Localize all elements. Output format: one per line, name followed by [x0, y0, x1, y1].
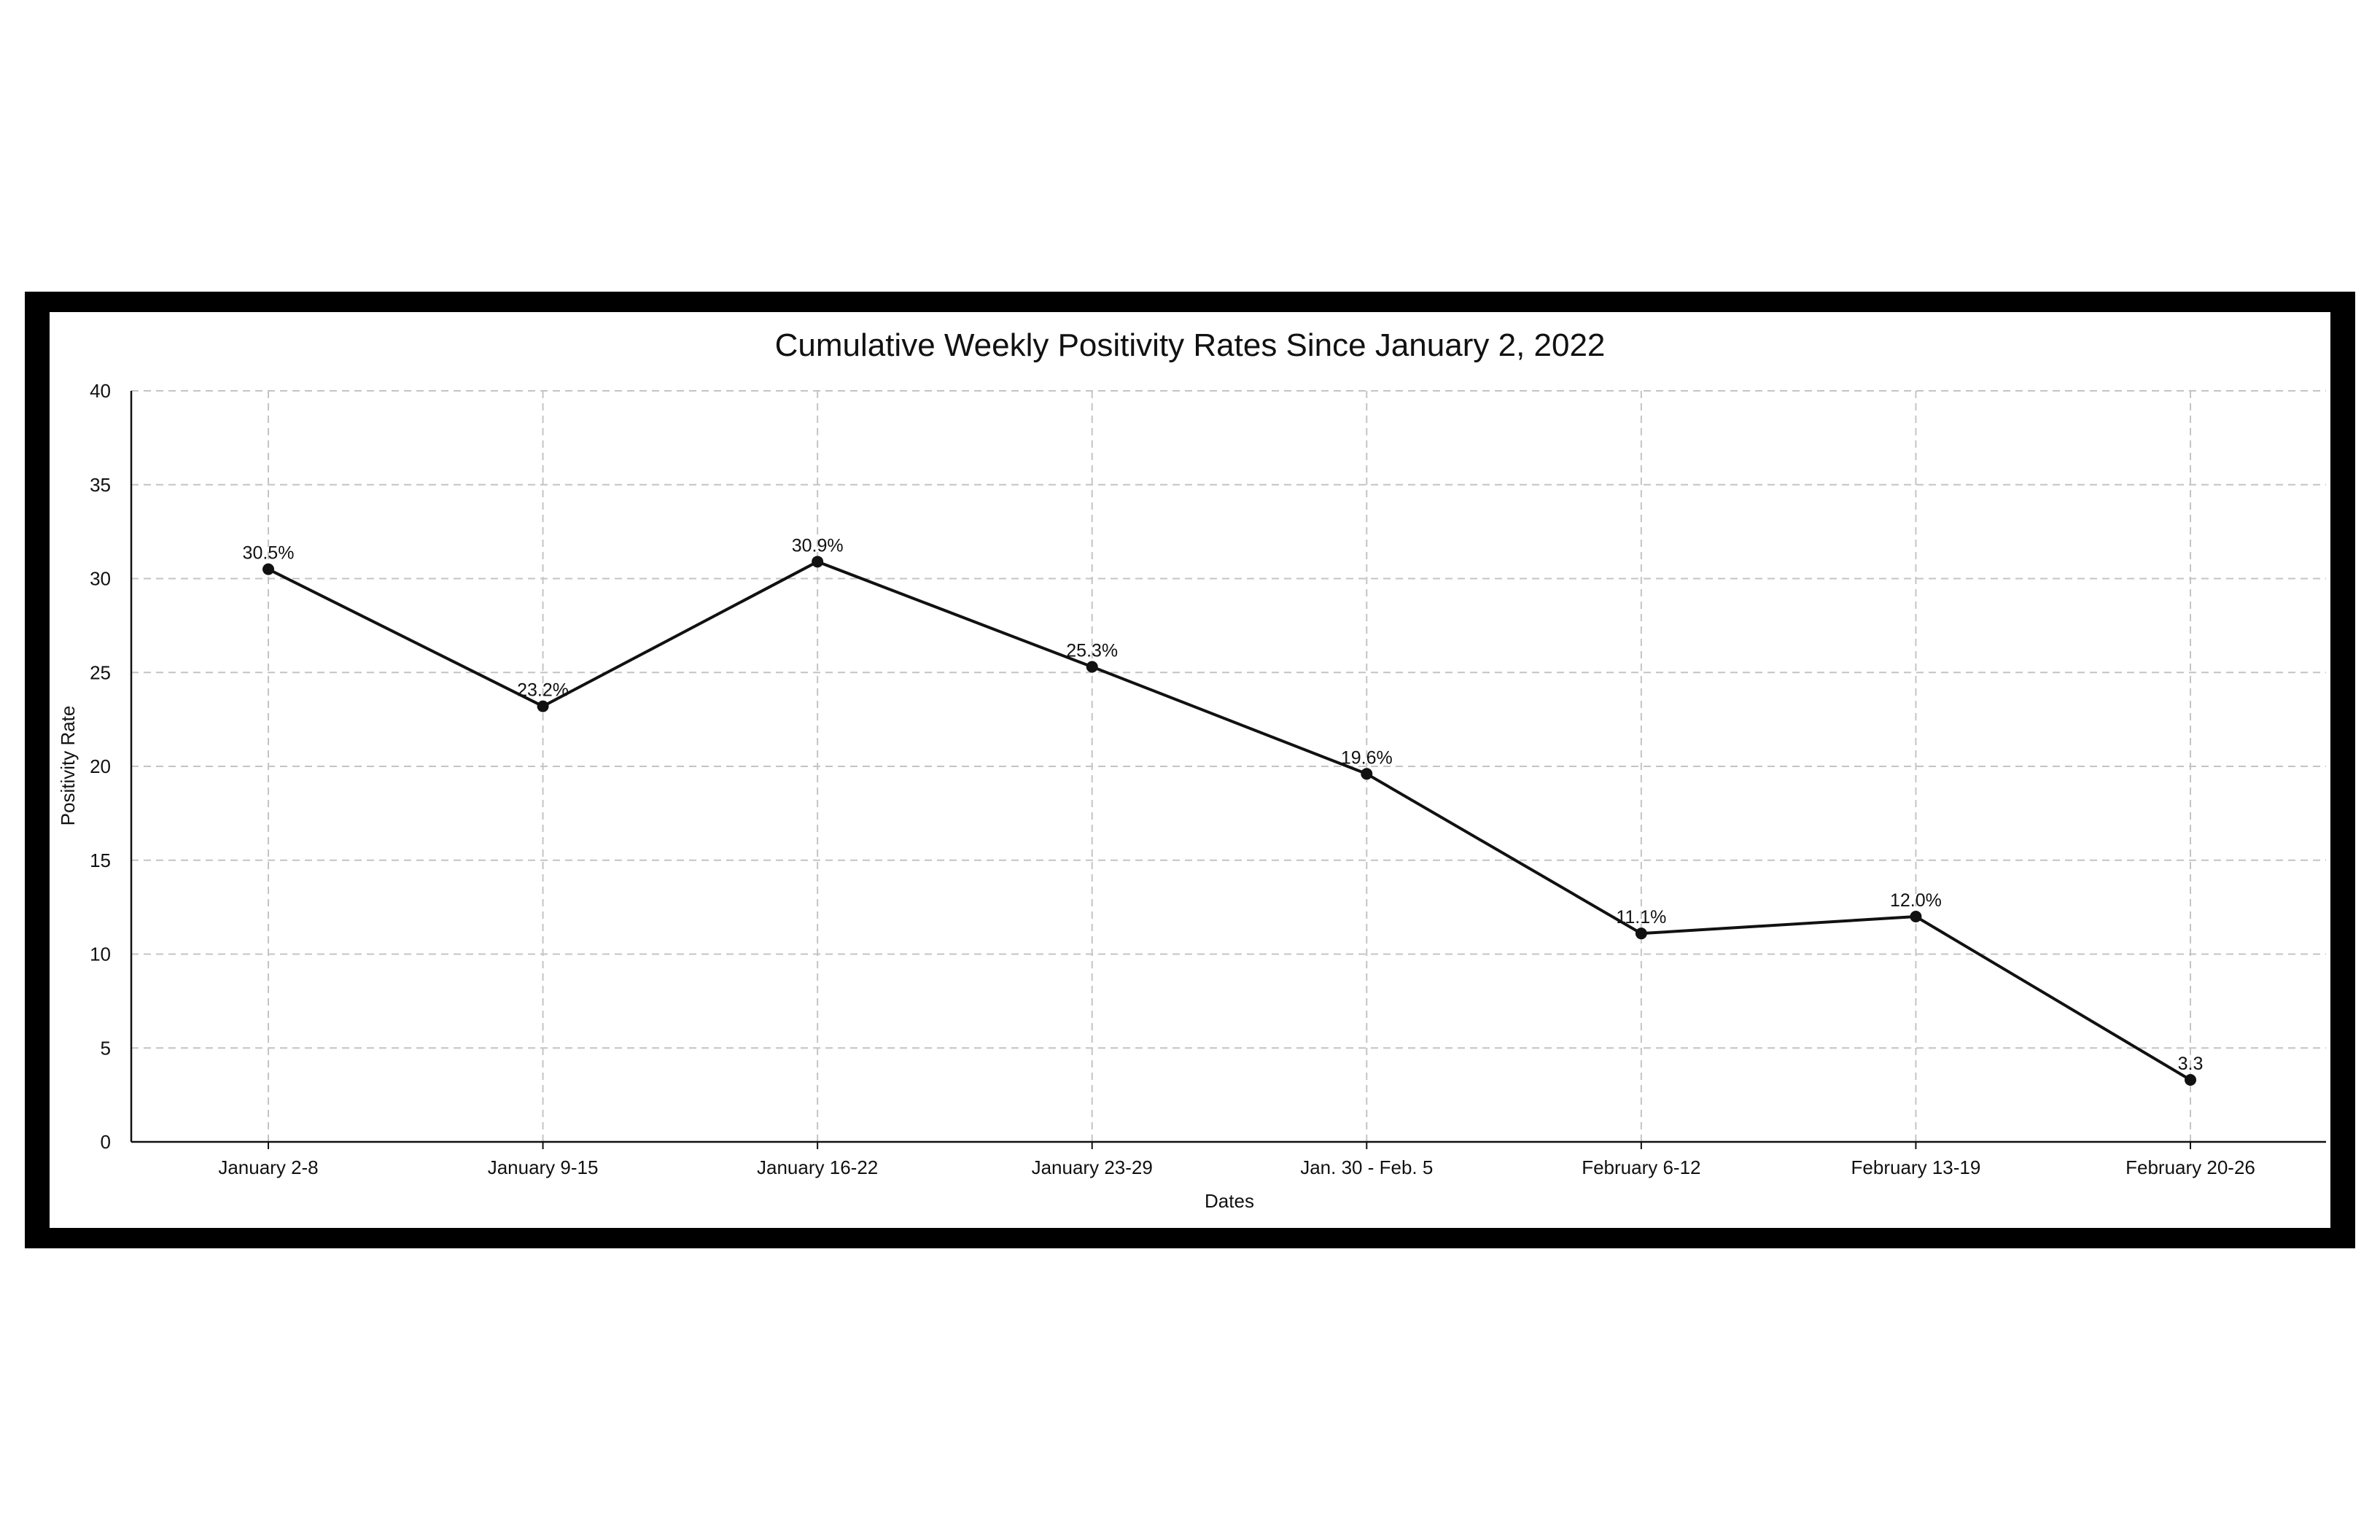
y-tick-label: 20 [90, 755, 111, 777]
x-tick-label: Jan. 30 - Feb. 5 [1300, 1156, 1433, 1178]
y-tick-label: 5 [101, 1037, 111, 1059]
data-point [262, 563, 274, 575]
y-tick-label: 30 [90, 568, 111, 590]
series-line [268, 560, 2192, 1081]
data-label: 25.3% [1066, 641, 1118, 661]
y-tick-label: 25 [90, 661, 111, 683]
y-tick-label: 35 [90, 474, 111, 496]
y-tick-label: 15 [90, 849, 111, 871]
data-label: 30.5% [243, 543, 295, 564]
data-label: 23.2% [517, 680, 569, 701]
x-tick-labels: January 2-8 January 9-15 January 16-22 Janu… [218, 1156, 2255, 1178]
axes [130, 391, 2326, 1149]
y-tick-label: 40 [90, 380, 111, 402]
data-point [1910, 911, 1922, 922]
data-point [1086, 661, 1098, 673]
y-tick-label: 0 [101, 1131, 111, 1153]
x-tick-label: January 16-22 [757, 1156, 878, 1178]
data-point [537, 700, 549, 712]
series-group: 30.5% 23.2% 30.9% 25.3% 19.6% 11.1% 12.0% 3.3 [243, 535, 2204, 1086]
data-label: 19.6% [1341, 747, 1393, 768]
x-tick-label: February 20-26 [2126, 1156, 2255, 1178]
y-tick-labels: 0 5 10 15 20 25 30 35 40 [90, 380, 111, 1153]
x-tick-label: February 13-19 [1851, 1156, 1981, 1178]
data-point [812, 556, 824, 568]
y-axis-label: Positivity Rate [57, 706, 79, 826]
data-point [2185, 1074, 2196, 1086]
chart-title: Cumulative Weekly Positivity Rates Since… [775, 327, 1606, 363]
chart-panel [50, 312, 2330, 1228]
x-tick-label: January 9-15 [488, 1156, 599, 1178]
data-point [1361, 768, 1373, 780]
x-tick-label: January 2-8 [218, 1156, 318, 1178]
x-tick-label: February 6-12 [1582, 1156, 1700, 1178]
x-axis-label: Dates [1205, 1190, 1254, 1212]
data-label: 3.3 [2178, 1054, 2204, 1074]
data-point [1635, 928, 1647, 940]
data-label: 12.0% [1890, 890, 1942, 911]
data-label: 11.1% [1616, 907, 1666, 928]
grid-lines [131, 390, 2326, 1142]
y-tick-label: 10 [90, 944, 111, 965]
data-label: 30.9% [792, 535, 844, 556]
x-tick-label: January 23-29 [1032, 1156, 1153, 1178]
